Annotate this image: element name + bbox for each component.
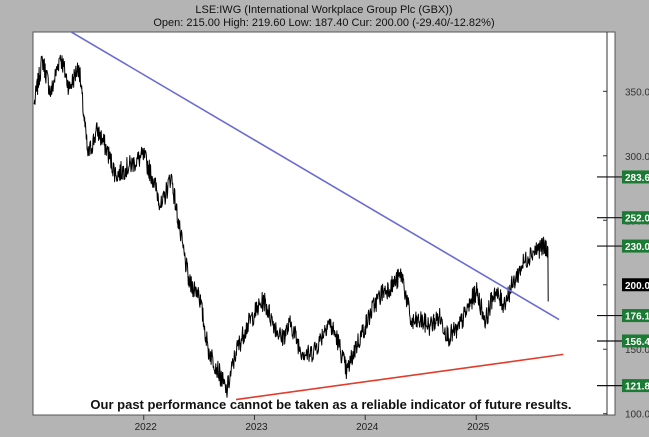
target-label-box bbox=[622, 211, 649, 225]
y-tick-label: 350.0 bbox=[625, 87, 649, 98]
target-label: 176.1 bbox=[625, 312, 649, 323]
x-tick-label: 2022 bbox=[135, 422, 158, 433]
current-price-label: 200.0 bbox=[625, 281, 649, 292]
y-tick-label: 150.0 bbox=[625, 345, 649, 356]
target-label-box bbox=[622, 334, 649, 348]
x-tick-label: 2025 bbox=[467, 422, 490, 433]
target-label-box bbox=[622, 309, 649, 323]
downtrend-line bbox=[69, 32, 560, 321]
y-tick-label: 300.0 bbox=[625, 152, 649, 163]
target-label-box bbox=[622, 239, 649, 253]
ohlc-summary: Open: 215.00 High: 219.60 Low: 187.40 Cu… bbox=[153, 17, 494, 29]
disclaimer-text: Our past performance cannot be taken as … bbox=[90, 397, 571, 412]
target-marks-layer: 283.6 252.0 230.0 176.1 156.4 121.8 200.0 bbox=[597, 170, 649, 393]
trendline-layer bbox=[69, 32, 564, 401]
target-label-box bbox=[622, 379, 649, 393]
plot-area bbox=[32, 31, 616, 416]
x-tick-label: 2024 bbox=[356, 422, 379, 433]
target-label: 230.0 bbox=[625, 242, 649, 253]
chart-title: LSE:IWG (International Workplace Group P… bbox=[195, 4, 452, 16]
target-label-box bbox=[622, 170, 649, 184]
uptrend-line bbox=[235, 353, 564, 401]
target-label: 283.6 bbox=[625, 173, 649, 184]
price-layer bbox=[33, 54, 549, 398]
current-price-box bbox=[622, 278, 649, 292]
target-label: 121.8 bbox=[625, 382, 649, 393]
price-series-line bbox=[33, 54, 549, 398]
y-tick-label: 100.0 bbox=[625, 410, 649, 421]
target-label: 156.4 bbox=[625, 337, 649, 348]
target-label: 252.0 bbox=[625, 214, 649, 225]
x-tick-label: 2023 bbox=[245, 422, 268, 433]
